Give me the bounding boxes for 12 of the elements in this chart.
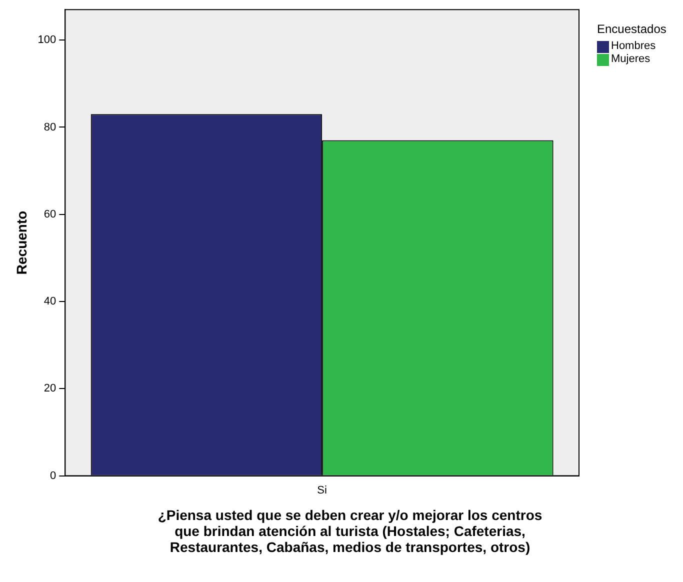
legend-label: Mujeres <box>611 53 650 66</box>
y-tick-label: 60 <box>44 208 56 220</box>
x-tick-label: Si <box>317 484 327 496</box>
y-tick-label: 80 <box>44 121 56 134</box>
legend-title: Encuestados <box>597 22 666 36</box>
legend-label: Hombres <box>611 40 656 53</box>
y-tick-label: 40 <box>44 296 56 308</box>
y-tick-label: 20 <box>44 382 56 395</box>
y-tick-label: 0 <box>50 470 56 482</box>
x-axis-title: ¿Piensa usted que se deben crear y/o mejorar los centros que brindan atención al turista (Hostales; Cafeterias, Restaurantes, Cabañas, medios de transportes, otros) <box>156 507 544 555</box>
y-tick-label: 100 <box>38 34 56 46</box>
y-axis-title: Recuento <box>13 210 30 275</box>
